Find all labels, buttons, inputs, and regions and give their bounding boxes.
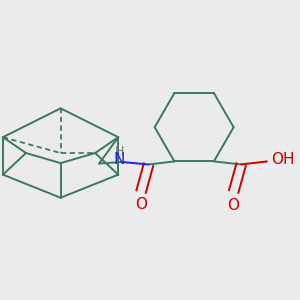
Text: OH: OH — [271, 152, 294, 167]
Text: O: O — [228, 198, 240, 213]
Text: O: O — [135, 197, 147, 212]
Text: N: N — [114, 152, 125, 167]
Text: H: H — [115, 145, 124, 158]
